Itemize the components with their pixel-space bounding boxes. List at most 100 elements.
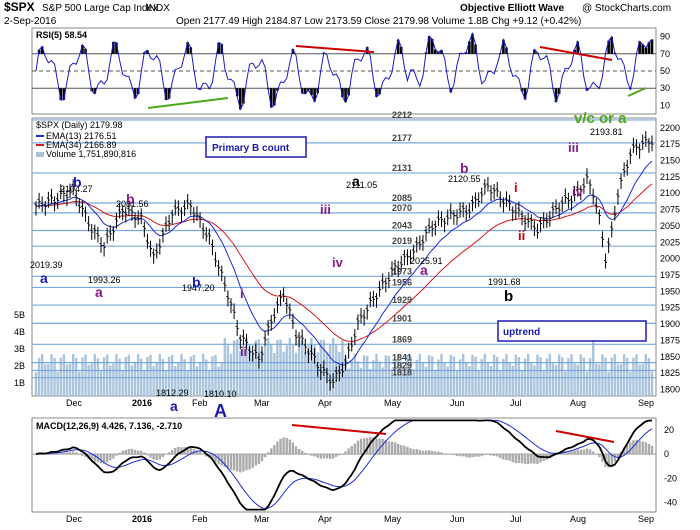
macd-hist-bar	[171, 450, 174, 455]
macd-hist-bar	[418, 449, 422, 455]
volume-bar	[610, 357, 613, 396]
wave-i-red: i	[514, 180, 518, 195]
macd-hist-bar	[304, 452, 307, 455]
macd-hist-bar	[468, 454, 471, 458]
volume-bar	[474, 356, 477, 396]
volume-bar	[595, 363, 598, 396]
volume-bar	[115, 354, 118, 396]
volume-bar	[650, 371, 654, 396]
macd-hist-bar	[273, 445, 276, 455]
macd-hist-bar	[585, 448, 589, 455]
macd-tick: -40	[664, 497, 677, 507]
volume-bar	[353, 353, 357, 396]
volume-bar	[591, 322, 595, 396]
volume-bar	[536, 354, 539, 396]
macd-hist-bar	[474, 454, 477, 457]
volume-bar	[530, 363, 533, 396]
volume-bar	[282, 351, 285, 396]
macd-hist-bar	[607, 454, 610, 468]
macd-hist-bar	[536, 454, 539, 464]
macd-hist-bar	[579, 449, 583, 455]
volume-bar	[130, 365, 134, 396]
wave-b-black: b	[504, 288, 513, 305]
volume-bar	[236, 339, 239, 396]
macd-hist-bar	[155, 454, 158, 461]
macd-hist-bar	[71, 451, 75, 455]
price-tick: 2125	[660, 172, 680, 182]
primary-b-count: Primary B count	[212, 143, 290, 154]
price-tick: 2075	[660, 205, 680, 215]
macd-hist-bar	[59, 452, 62, 455]
volume-bar	[121, 370, 124, 396]
macd-hist-bar	[140, 450, 143, 455]
volume-bar	[174, 366, 177, 396]
watermark: @ StockCharts.com	[582, 3, 671, 14]
volume-bar	[542, 371, 545, 396]
macd-hist-bar	[610, 454, 613, 466]
volume-bar	[127, 354, 131, 396]
macd-hist-bar	[483, 454, 487, 456]
volume-bar	[471, 354, 474, 396]
macd-hist-bar	[53, 453, 56, 455]
price-tick: 2175	[660, 139, 680, 149]
macd-hist-bar	[161, 454, 165, 458]
macd-hist-bar	[598, 454, 601, 458]
exchange: INDX	[146, 3, 170, 14]
macd-hist-bar	[403, 445, 406, 455]
macd-hist-bar	[102, 454, 106, 464]
macd-hist-bar	[90, 454, 93, 462]
volume-bar	[465, 362, 468, 396]
volume-bar	[400, 361, 403, 396]
wave-iii-purple-2: iii	[568, 140, 579, 155]
macd-hist-bar	[84, 454, 87, 458]
volume-bar	[604, 357, 607, 396]
volume-bar	[508, 362, 511, 396]
macd-hist-bar	[260, 454, 264, 462]
rsi-panel: RSI(5) 58.54 90 70 50 30 10	[31, 27, 670, 115]
macd-hist-bar	[415, 449, 418, 455]
volume-bar	[47, 364, 50, 396]
macd-hist-bar	[455, 454, 459, 457]
volume-bar	[84, 354, 87, 396]
fib-label: 2070	[392, 203, 412, 213]
volume-bar	[409, 356, 412, 396]
volume-bar	[381, 367, 384, 396]
volume-bar	[279, 339, 282, 396]
macd-hist-bar	[533, 454, 536, 464]
x-axis-label: May	[384, 398, 402, 408]
wave-b-1: b	[73, 174, 82, 190]
volume-bar	[492, 354, 496, 396]
macd-hist-bar	[387, 441, 391, 455]
volume-bar	[56, 371, 59, 396]
macd-hist-bar	[570, 450, 573, 455]
fib-label: 1829	[392, 360, 412, 370]
macd-hist-bar	[192, 448, 196, 455]
date: 2-Sep-2016	[4, 16, 57, 27]
volume-bar	[526, 353, 530, 396]
macd-hist-bar	[514, 454, 517, 463]
rsi-tick: 70	[660, 49, 670, 59]
macd-hist-bar	[211, 454, 214, 460]
volume-bar	[561, 357, 564, 396]
legend-symbol: $SPX (Daily) 2179.98	[36, 120, 123, 130]
macd-hist-bar	[301, 450, 304, 455]
macd-hist-bar	[375, 438, 378, 455]
macd-hist-bar	[465, 454, 468, 458]
macd-tick: -20	[664, 473, 677, 483]
x-axis-label: Aug	[570, 514, 586, 524]
macd-hist-bar	[626, 444, 629, 455]
volume-bar	[384, 355, 387, 396]
volume-bar	[449, 354, 452, 396]
volume-bar	[366, 355, 369, 396]
macd-hist-bar	[195, 450, 199, 455]
macd-hist-bar	[508, 454, 511, 461]
volume-bar	[44, 364, 47, 396]
fib-label: 2043	[392, 221, 412, 231]
volume-bar	[68, 363, 72, 396]
macd-hist-bar	[412, 449, 415, 455]
volume-bar	[136, 353, 140, 396]
wave-iii-purple-1: iii	[320, 202, 331, 217]
macd-hist-bar	[567, 450, 570, 455]
macd-hist-bar	[34, 454, 38, 455]
macd-hist-bar	[254, 454, 257, 466]
